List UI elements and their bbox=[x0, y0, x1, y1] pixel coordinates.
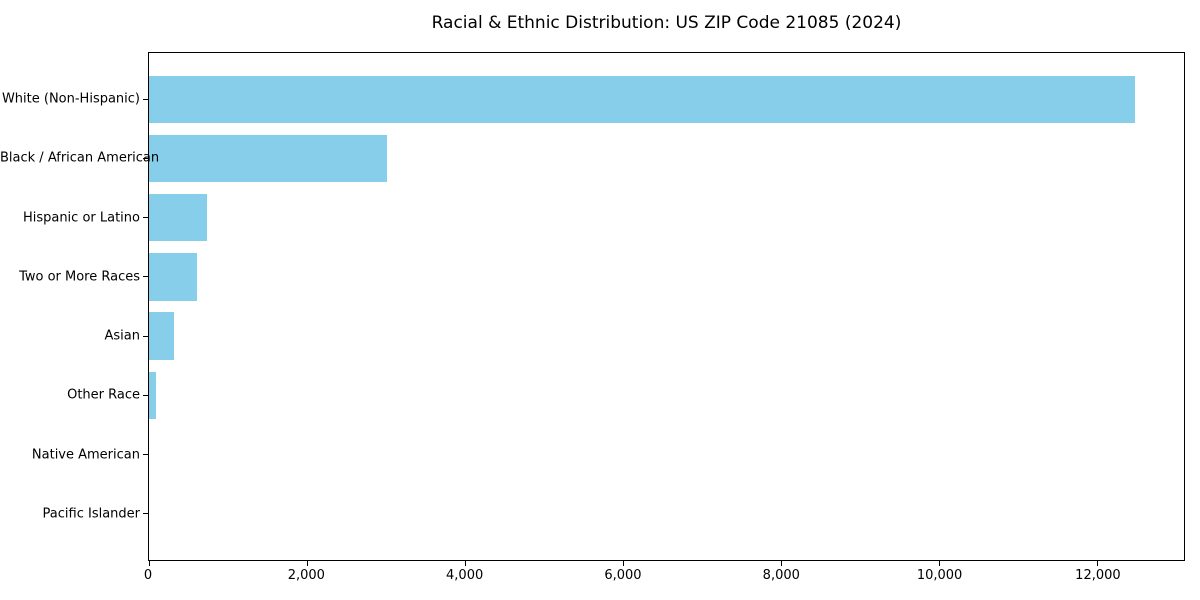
y-tick-label: Pacific Islander bbox=[42, 506, 140, 522]
x-tick-label: 4,000 bbox=[446, 568, 484, 583]
y-tick-mark bbox=[143, 512, 148, 514]
y-tick-mark bbox=[143, 99, 148, 101]
plot-area bbox=[143, 52, 1185, 566]
x-tick-label: 8,000 bbox=[762, 568, 800, 583]
y-tick-label: Native American bbox=[31, 447, 140, 463]
x-tick-label: 10,000 bbox=[916, 568, 963, 583]
bar-asian bbox=[149, 312, 174, 360]
y-tick-label: Other Race bbox=[67, 387, 140, 403]
bar-black-african-american bbox=[149, 135, 387, 183]
y-tick-mark bbox=[143, 217, 148, 219]
y-axis-labels: White (Non-Hispanic) Black / African Amer… bbox=[0, 52, 160, 561]
x-tick-mark bbox=[306, 561, 308, 566]
x-tick-mark bbox=[780, 561, 782, 566]
chart-title: Racial & Ethnic Distribution: US ZIP Cod… bbox=[431, 13, 902, 33]
x-tick-mark bbox=[1096, 561, 1098, 566]
x-tick-mark bbox=[464, 561, 466, 566]
y-tick-label: White (Non-Hispanic) bbox=[1, 91, 140, 107]
y-tick-mark bbox=[143, 158, 148, 160]
y-tick-label: Hispanic or Latino bbox=[22, 210, 140, 225]
x-tick-label: 2,000 bbox=[287, 568, 325, 583]
x-tick-label: 6,000 bbox=[604, 568, 642, 583]
bar-hispanic-or-latino bbox=[149, 194, 208, 242]
bar-other-race bbox=[149, 371, 157, 419]
x-tick-mark bbox=[938, 561, 940, 566]
bar-white-non-hispanic bbox=[149, 76, 1135, 124]
x-axis-labels: 0 2,000 4,000 6,000 8,000 10,000 12,000 bbox=[144, 568, 1185, 588]
y-tick-mark bbox=[143, 394, 148, 396]
bar-two-or-more-races bbox=[149, 253, 198, 301]
y-tick-mark bbox=[143, 335, 148, 337]
x-tick-label: 0 bbox=[143, 568, 153, 583]
y-tick-label: Black / African American bbox=[0, 150, 160, 166]
y-tick-label: Two or More Races bbox=[19, 269, 140, 285]
y-tick-mark bbox=[143, 276, 148, 278]
x-tick-label: 12,000 bbox=[1075, 568, 1121, 583]
x-tick-mark bbox=[148, 561, 150, 566]
x-tick-mark bbox=[622, 561, 624, 566]
y-tick-mark bbox=[143, 453, 148, 455]
y-tick-label: Asian bbox=[104, 328, 140, 344]
